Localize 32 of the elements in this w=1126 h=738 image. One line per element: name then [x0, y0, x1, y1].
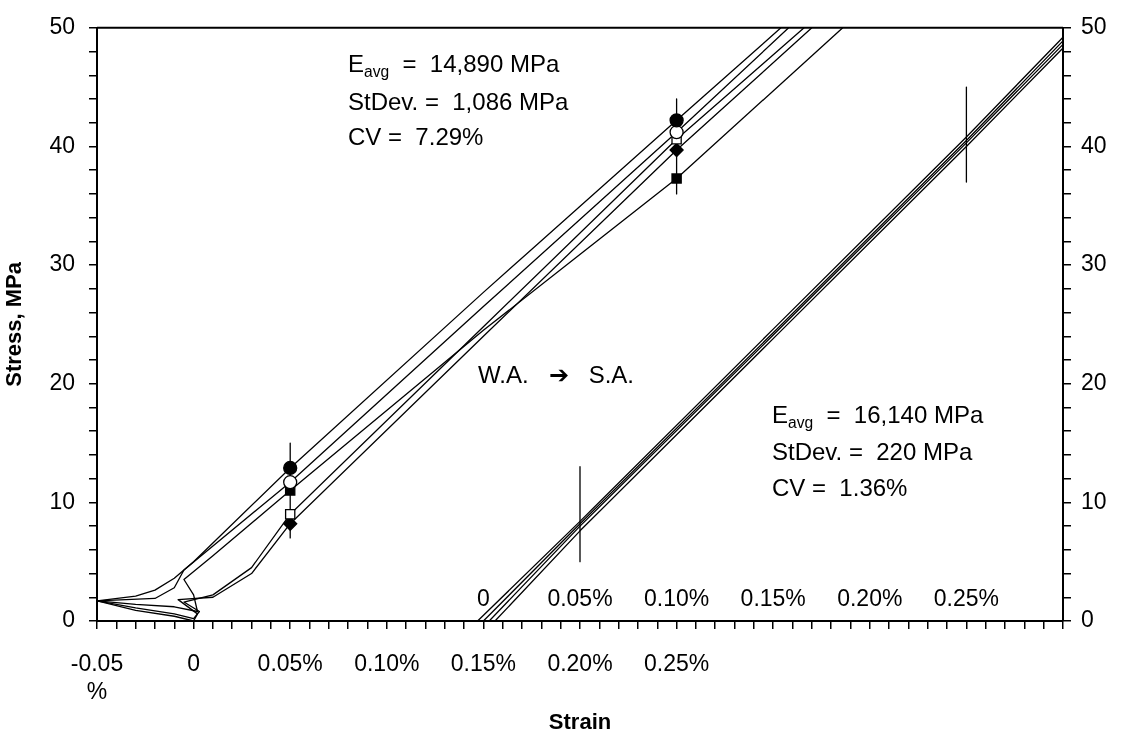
y2-tick-label: 0 [1081, 606, 1094, 633]
annotation: CV = 1.36% [772, 473, 908, 501]
y2-tick-label: 50 [1081, 13, 1107, 40]
y2-tick-label: 40 [1081, 131, 1107, 158]
x-tick-label: 0.25% [643, 650, 710, 677]
x-tick-label: 0.05% [257, 650, 323, 677]
x-tick-label: 0.20% [547, 650, 613, 677]
annotation: StDev. = 220 MPa [772, 437, 973, 465]
y-tick-label: 0 [62, 606, 75, 633]
x2-tick-label: 0.15% [740, 584, 806, 611]
y-tick-label: 20 [49, 369, 75, 396]
annotation: W.A. ➔ S.A. [478, 360, 635, 388]
x-tick-label: 0 [187, 650, 200, 677]
x-tick-label: 0.15% [450, 650, 517, 677]
y-tick-label: 40 [49, 131, 75, 158]
annotation: CV = 7.29% [348, 122, 484, 150]
x2-tick-label: 0.20% [837, 584, 903, 611]
annotation: StDev. = 1,086 MPa [348, 87, 569, 115]
y-tick-label: 30 [49, 250, 75, 277]
x-tick-label: -0.05 % [70, 650, 124, 704]
x2-tick-label: 0.10% [643, 584, 710, 611]
y-tick-label: 50 [49, 13, 75, 40]
x2-tick-label: 0 [477, 584, 490, 611]
y-axis-title: Stress, MPa [1, 261, 27, 387]
y2-tick-label: 20 [1081, 369, 1107, 396]
x-axis-title: Strain [548, 708, 612, 734]
y-tick-label: 10 [49, 487, 75, 514]
x2-tick-label: 0.25% [933, 584, 1000, 611]
y2-tick-label: 30 [1081, 250, 1107, 277]
x-tick-label: 0.10% [354, 650, 420, 677]
x2-tick-label: 0.05% [547, 584, 613, 611]
y2-tick-label: 10 [1081, 487, 1107, 514]
